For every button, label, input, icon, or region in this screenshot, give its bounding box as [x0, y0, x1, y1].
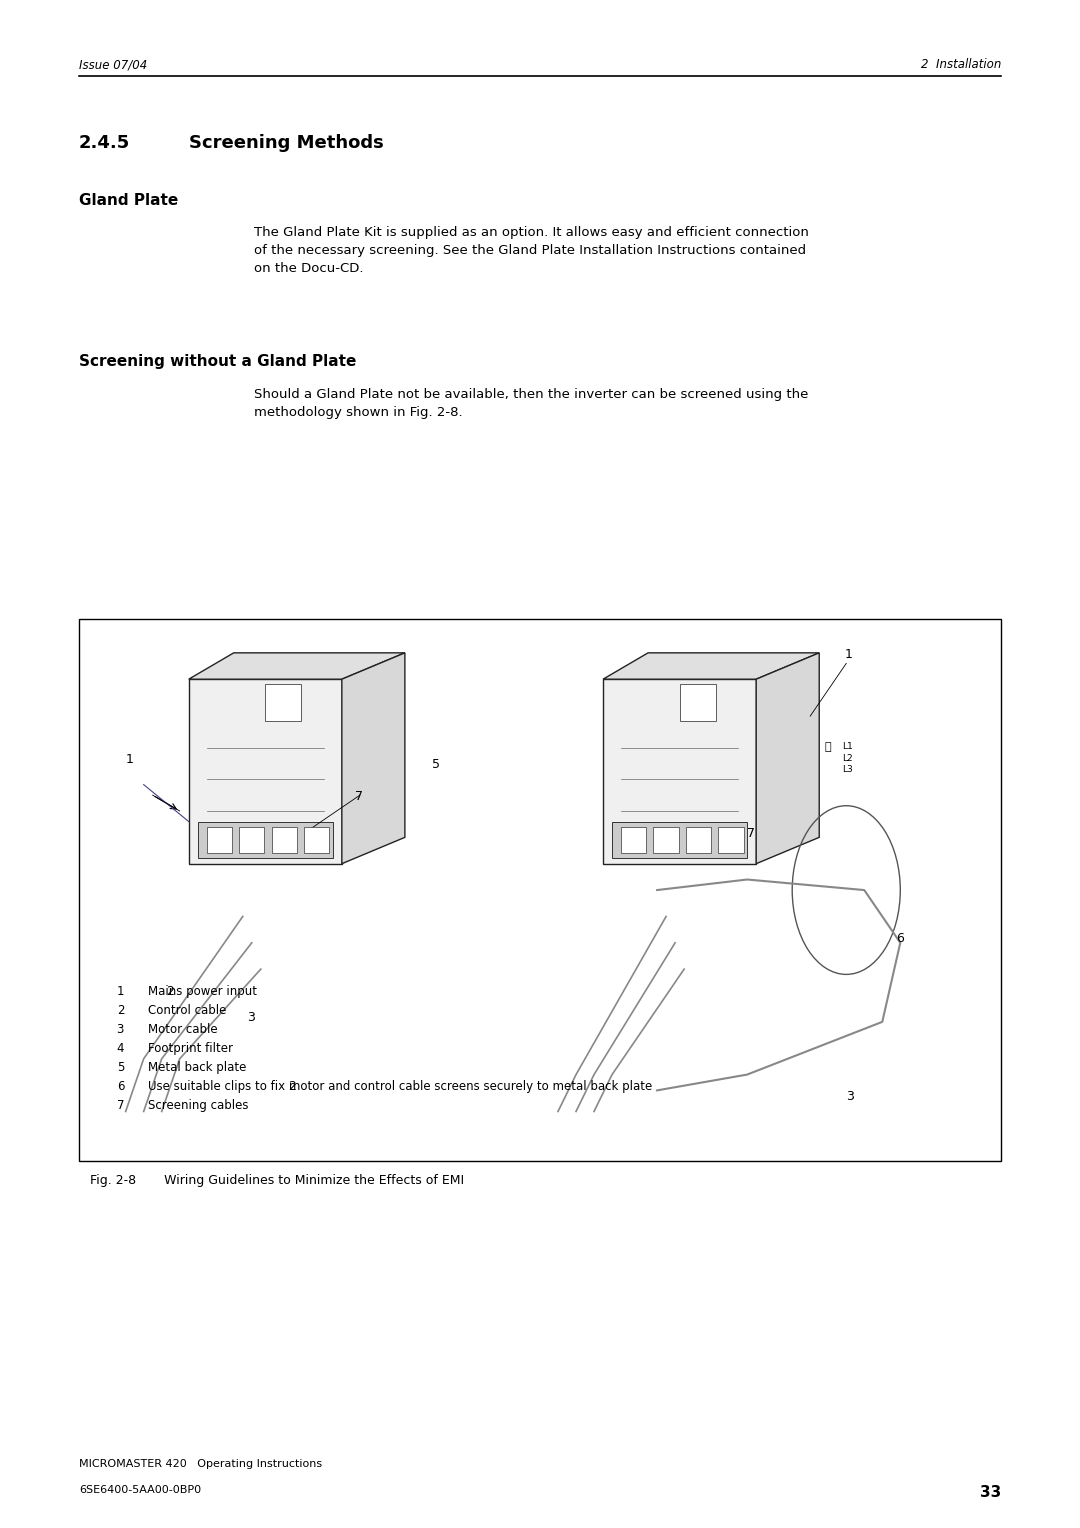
Text: Issue 07/04: Issue 07/04	[79, 58, 147, 72]
Text: The Gland Plate Kit is supplied as an option. It allows easy and efficient conne: The Gland Plate Kit is supplied as an op…	[254, 226, 809, 275]
Bar	[603, 678, 756, 863]
Bar	[79, 619, 1001, 1161]
Text: 6SE6400-5AA00-0BP0: 6SE6400-5AA00-0BP0	[79, 1485, 201, 1496]
Text: 1: 1	[125, 753, 134, 766]
Text: Should a Gland Plate not be available, then the inverter can be screened using t: Should a Gland Plate not be available, t…	[254, 388, 808, 419]
Bar	[686, 827, 711, 853]
Text: Fig. 2-8       Wiring Guidelines to Minimize the Effects of EMI: Fig. 2-8 Wiring Guidelines to Minimize t…	[90, 1174, 463, 1187]
Bar	[718, 827, 743, 853]
Bar	[198, 822, 333, 859]
Text: L1
L2
L3: L1 L2 L3	[841, 743, 852, 773]
Text: 1: 1	[845, 648, 852, 660]
Text: 5: 5	[117, 1060, 124, 1074]
Polygon shape	[342, 652, 405, 863]
Text: 3: 3	[247, 1012, 255, 1024]
Text: 2  Installation: 2 Installation	[921, 58, 1001, 72]
Text: 3: 3	[847, 1091, 854, 1103]
Bar	[612, 822, 747, 859]
Bar	[271, 827, 297, 853]
Polygon shape	[756, 652, 820, 863]
Bar	[679, 685, 716, 721]
Text: 2: 2	[117, 1004, 124, 1018]
Text: 7: 7	[117, 1099, 124, 1112]
Text: Metal back plate: Metal back plate	[148, 1060, 246, 1074]
Bar	[266, 685, 301, 721]
Bar	[621, 827, 646, 853]
Text: Use suitable clips to fix motor and control cable screens securely to metal back: Use suitable clips to fix motor and cont…	[148, 1080, 652, 1093]
Text: Screening cables: Screening cables	[148, 1099, 248, 1112]
Text: Gland Plate: Gland Plate	[79, 193, 178, 208]
Bar	[239, 827, 265, 853]
Text: 2: 2	[166, 986, 174, 998]
Text: 1: 1	[117, 986, 124, 998]
Text: Motor cable: Motor cable	[148, 1022, 218, 1036]
Text: MICROMASTER 420   Operating Instructions: MICROMASTER 420 Operating Instructions	[79, 1459, 322, 1470]
Text: Screening Methods: Screening Methods	[189, 134, 383, 153]
Text: 7: 7	[355, 790, 363, 802]
Text: 5: 5	[432, 758, 440, 772]
Text: 7: 7	[747, 827, 755, 840]
Text: ⏚: ⏚	[825, 743, 832, 752]
Bar	[206, 827, 232, 853]
Text: 4: 4	[117, 1042, 124, 1054]
Text: Control cable: Control cable	[148, 1004, 227, 1018]
Text: 3: 3	[117, 1022, 124, 1036]
Polygon shape	[603, 652, 820, 678]
Bar	[189, 678, 342, 863]
Text: Screening without a Gland Plate: Screening without a Gland Plate	[79, 354, 356, 370]
Text: 2.4.5: 2.4.5	[79, 134, 130, 153]
Text: Mains power input: Mains power input	[148, 986, 257, 998]
Polygon shape	[189, 652, 405, 678]
Text: 6: 6	[895, 932, 904, 946]
Text: 33: 33	[980, 1485, 1001, 1500]
Bar	[653, 827, 678, 853]
Bar	[303, 827, 329, 853]
Text: 2: 2	[287, 1080, 296, 1093]
Text: Footprint filter: Footprint filter	[148, 1042, 233, 1054]
Text: 6: 6	[117, 1080, 124, 1093]
